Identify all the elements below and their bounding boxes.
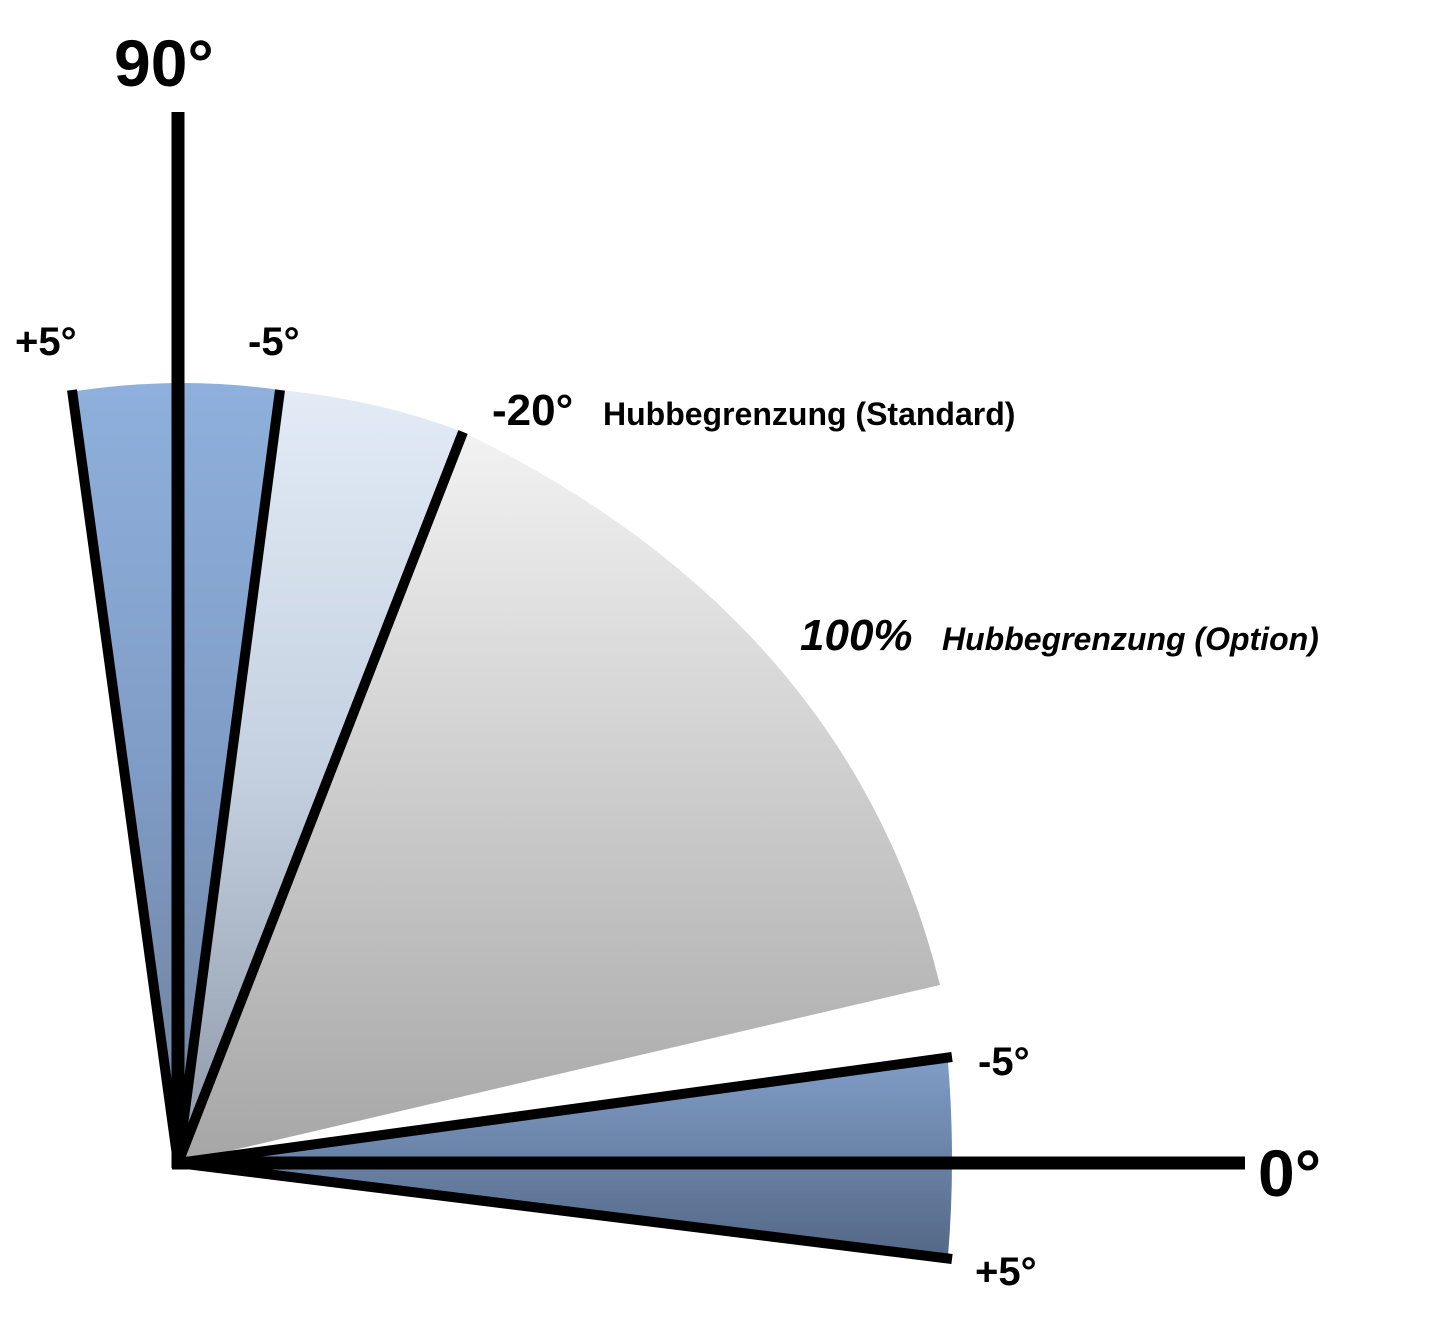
label-axis-0: 0°: [1258, 1136, 1321, 1210]
label-axis-90: 90°: [114, 26, 214, 100]
line-minus20: [173, 430, 468, 1165]
line-top-minus5: [173, 389, 285, 1164]
sector-gray-option: [178, 432, 940, 1163]
line-top-plus5: [67, 389, 183, 1164]
label-top-plus5: +5°: [15, 320, 77, 364]
label-minus20-value: -20°: [492, 386, 573, 435]
label-minus20-text: Hubbegrenzung (Standard): [603, 396, 1015, 432]
line-bottom-minus5: [177, 1052, 953, 1168]
label-option-text: Hubbegrenzung (Option): [942, 621, 1319, 657]
label-top-minus5: -5°: [248, 320, 300, 364]
label-bottom-minus5: -5°: [978, 1040, 1030, 1084]
label-option-value: 100%: [800, 611, 913, 660]
label-bottom-plus5: +5°: [975, 1250, 1037, 1294]
line-bottom-plus5: [177, 1158, 953, 1264]
